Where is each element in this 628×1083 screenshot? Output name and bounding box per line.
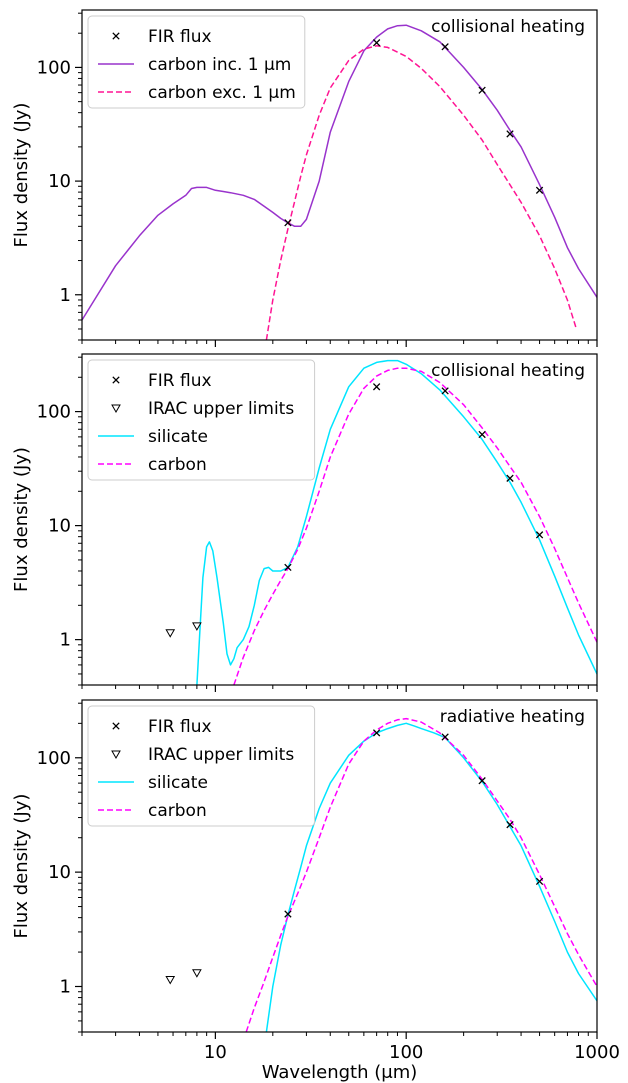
x-marker — [506, 474, 514, 482]
x-tick-label: 1000 — [574, 1042, 620, 1063]
y-tick-label: 10 — [48, 516, 71, 537]
y-tick-label: 10 — [48, 862, 71, 883]
heating-annotation: collisional heating — [431, 361, 585, 381]
legend-label: IRAC upper limits — [148, 399, 294, 419]
x-marker — [284, 219, 292, 227]
x-marker — [478, 430, 486, 439]
x-tick-label: 10 — [204, 1042, 227, 1063]
series-line — [82, 24, 597, 321]
x-marker — [441, 387, 449, 395]
y-tick-label: 10 — [48, 171, 71, 192]
x-marker — [535, 531, 544, 539]
legend-box — [87, 705, 316, 827]
legend-label: silicate — [148, 773, 208, 793]
x-marker — [535, 877, 544, 886]
x-marker — [506, 130, 514, 138]
legend-label: carbon exc. 1 μm — [148, 83, 296, 103]
legend-label: FIR flux — [148, 27, 212, 47]
series-line — [265, 45, 578, 340]
x-marker — [372, 39, 381, 47]
triangle-marker — [165, 976, 176, 985]
y-axis-label: Flux density (Jy) — [11, 447, 32, 592]
triangle-marker — [192, 622, 202, 631]
x-marker — [284, 563, 292, 572]
legend-label: carbon inc. 1 μm — [148, 55, 291, 75]
x-marker — [112, 376, 120, 384]
heating-annotation: collisional heating — [431, 17, 585, 37]
x-axis-label: Wavelength (μm) — [262, 1062, 418, 1083]
x-marker — [372, 729, 381, 737]
plot-area — [165, 359, 597, 685]
panel-middle: 1 10 100 Flux density (Jy) collisional heati… — [11, 353, 598, 692]
x-marker — [506, 821, 514, 829]
triangle-marker — [165, 629, 176, 638]
x-marker — [478, 86, 486, 94]
legend: FIR flux IRAC upper limits silicate carbon — [87, 359, 316, 481]
y-tick-label: 1 — [60, 630, 71, 651]
heating-annotation: radiative heating — [440, 707, 585, 727]
panel-top: 1 10 100 Flux density (Jy) collisional heati… — [11, 9, 598, 347]
legend-label: IRAC upper limits — [148, 745, 294, 765]
triangle-marker — [111, 404, 121, 414]
series-line — [233, 367, 597, 685]
series-line — [245, 717, 597, 1032]
plot-frame — [81, 699, 598, 1033]
plot-frame — [81, 353, 598, 686]
x-marker — [372, 383, 381, 391]
x-marker — [112, 32, 120, 40]
x-tick-label: 100 — [389, 1042, 423, 1063]
legend-label: silicate — [148, 427, 208, 447]
legend-box — [87, 15, 306, 109]
y-tick-label: 100 — [37, 748, 71, 769]
triangle-marker — [192, 969, 202, 978]
y-tick-label: 1 — [60, 285, 71, 306]
y-axis-label: Flux density (Jy) — [11, 794, 32, 939]
panel-bottom: 10 100 1000 1 10 100 Flux density (Jy) radiativ… — [11, 699, 620, 1063]
plot-area — [82, 24, 597, 340]
legend-label: carbon — [148, 455, 207, 475]
x-marker — [441, 43, 449, 51]
legend-label: FIR flux — [148, 717, 212, 737]
x-marker — [535, 186, 544, 194]
y-axis-label: Flux density (Jy) — [11, 103, 32, 248]
plot-area — [165, 717, 597, 1032]
legend: FIR flux IRAC upper limits silicate carbon — [87, 705, 316, 827]
x-marker — [284, 910, 292, 918]
y-tick-label: 1 — [60, 976, 71, 997]
x-marker — [112, 722, 120, 730]
x-marker — [441, 733, 449, 741]
triangle-marker — [111, 750, 121, 760]
x-marker — [478, 777, 486, 785]
legend-box — [87, 359, 316, 481]
legend-label: carbon — [148, 801, 207, 821]
legend-label: FIR flux — [148, 371, 212, 391]
y-tick-label: 100 — [37, 402, 71, 423]
plot-frame — [81, 9, 598, 341]
series-line — [265, 722, 597, 1032]
legend: FIR flux carbon inc. 1 μm carbon exc. 1 μm — [87, 15, 306, 109]
series-line — [196, 359, 597, 685]
y-tick-label: 100 — [37, 57, 71, 78]
